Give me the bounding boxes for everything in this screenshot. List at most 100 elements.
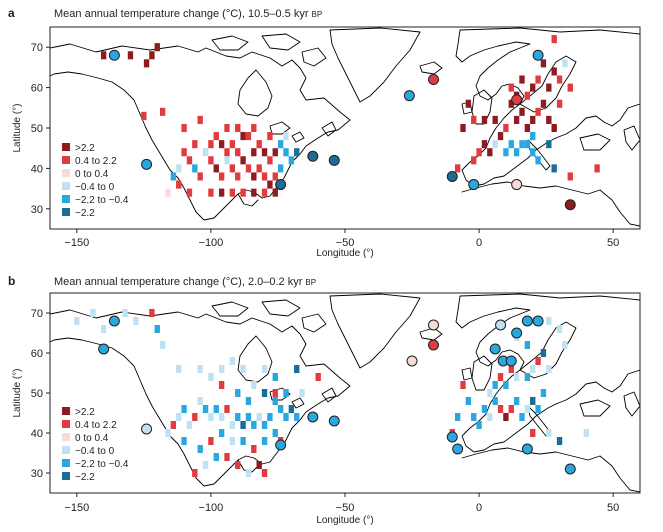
grid-cell [540, 59, 547, 68]
grid-cell [513, 148, 520, 157]
grid-cell [519, 140, 525, 149]
grid-cell [513, 115, 520, 124]
grid-cell [143, 59, 150, 68]
site-marker [521, 315, 533, 327]
panel-b-title-suffix: BP [305, 278, 316, 287]
legend-label: 0.4 to 2.2 [75, 420, 117, 431]
grid-cell [245, 132, 252, 141]
grid-cell [546, 140, 552, 149]
site-marker [428, 74, 439, 86]
site-marker [511, 179, 523, 191]
y-tick-label: 60 [31, 83, 43, 95]
grid-cell [149, 309, 155, 317]
grid-cell [492, 381, 498, 389]
legend-label: −2.2 to −0.4 [75, 195, 129, 206]
grid-cell [283, 389, 289, 397]
grid-cell [503, 148, 509, 157]
grid-cell [476, 148, 482, 157]
grid-cell [503, 123, 509, 133]
grid-cell [277, 164, 284, 173]
grid-cell [524, 373, 531, 381]
legend-swatch [62, 169, 70, 177]
grid-cell [530, 397, 536, 405]
panel-a: a Mean annual temperature change (°C), 1… [8, 6, 641, 259]
grid-cell [240, 156, 246, 165]
panel-a-map [50, 27, 640, 227]
grid-cell [288, 156, 295, 165]
grid-cell [208, 156, 214, 165]
grid-cell [240, 437, 246, 445]
grid-cell [556, 325, 563, 333]
grid-cell [181, 405, 187, 413]
site-marker [564, 463, 576, 475]
site-marker [275, 439, 287, 451]
x-tick-label: 0 [476, 502, 482, 514]
grid-cell [224, 123, 230, 133]
grid-cell [546, 365, 552, 373]
grid-cell [218, 172, 225, 181]
legend-label: 0 to 0.4 [75, 433, 109, 444]
grid-cell [294, 365, 300, 373]
grid-cell [294, 413, 300, 421]
legend-swatch [62, 433, 70, 441]
grid-cell [208, 140, 214, 149]
grid-cell [202, 405, 209, 413]
grid-cell [218, 429, 225, 437]
panel-b: b Mean annual temperature change (°C), 2… [8, 274, 641, 526]
grid-cell [159, 341, 166, 349]
grid-cell [562, 341, 568, 349]
legend-label: −2.2 [75, 208, 95, 219]
grid-cell [235, 148, 241, 157]
x-tick-label: −150 [64, 237, 89, 249]
grid-cell [141, 111, 147, 120]
site-marker [141, 423, 153, 435]
site-marker [328, 154, 340, 166]
site-marker [564, 199, 576, 211]
site-marker [521, 443, 533, 455]
grid-cell [224, 405, 230, 413]
grid-cell [551, 35, 557, 44]
panel-a-title: Mean annual temperature change (°C), 10.… [54, 8, 322, 20]
legend-swatch [62, 143, 70, 151]
grid-cell [133, 317, 139, 325]
grid-cell [487, 148, 493, 157]
grid-cell [546, 317, 552, 325]
grid-cell [240, 421, 246, 429]
y-tick-label: 70 [31, 42, 43, 54]
grid-cell [235, 461, 241, 469]
grid-cell [256, 461, 262, 469]
site-marker [307, 150, 319, 162]
grid-cell [492, 397, 498, 405]
grid-cell [524, 123, 531, 133]
grid-cell [165, 188, 171, 197]
grid-cell [197, 397, 203, 405]
grid-cell [256, 140, 262, 149]
grid-cell [74, 317, 80, 325]
y-tick-label: 60 [31, 348, 43, 360]
grid-cell [530, 429, 536, 437]
grid-cell [149, 51, 155, 60]
grid-cell [481, 140, 488, 149]
grid-cell [454, 164, 461, 173]
panel-a-xlabel: Longitude (°) [316, 248, 373, 259]
panel-b-title: Mean annual temperature change (°C), 2.0… [54, 276, 316, 288]
grid-cell [202, 461, 209, 469]
grid-cell [487, 413, 493, 421]
grid-cell [240, 365, 246, 373]
site-marker [532, 315, 544, 327]
y-tick-label: 70 [31, 308, 43, 320]
panel-b-axes: −150 −100 −50 0 50 30 40 50 60 70 [31, 308, 620, 514]
grid-cell [181, 148, 187, 157]
grid-cell [556, 75, 563, 84]
grid-cell [556, 437, 563, 445]
grid-cell [240, 132, 246, 141]
grid-cell [535, 357, 541, 365]
grid-cell [176, 164, 182, 173]
site-marker [489, 343, 501, 355]
grid-cell [202, 148, 209, 157]
grid-cell [551, 164, 557, 173]
x-tick-label: −50 [336, 502, 355, 514]
grid-cell [261, 389, 268, 397]
panel-a-label: a [8, 6, 15, 20]
